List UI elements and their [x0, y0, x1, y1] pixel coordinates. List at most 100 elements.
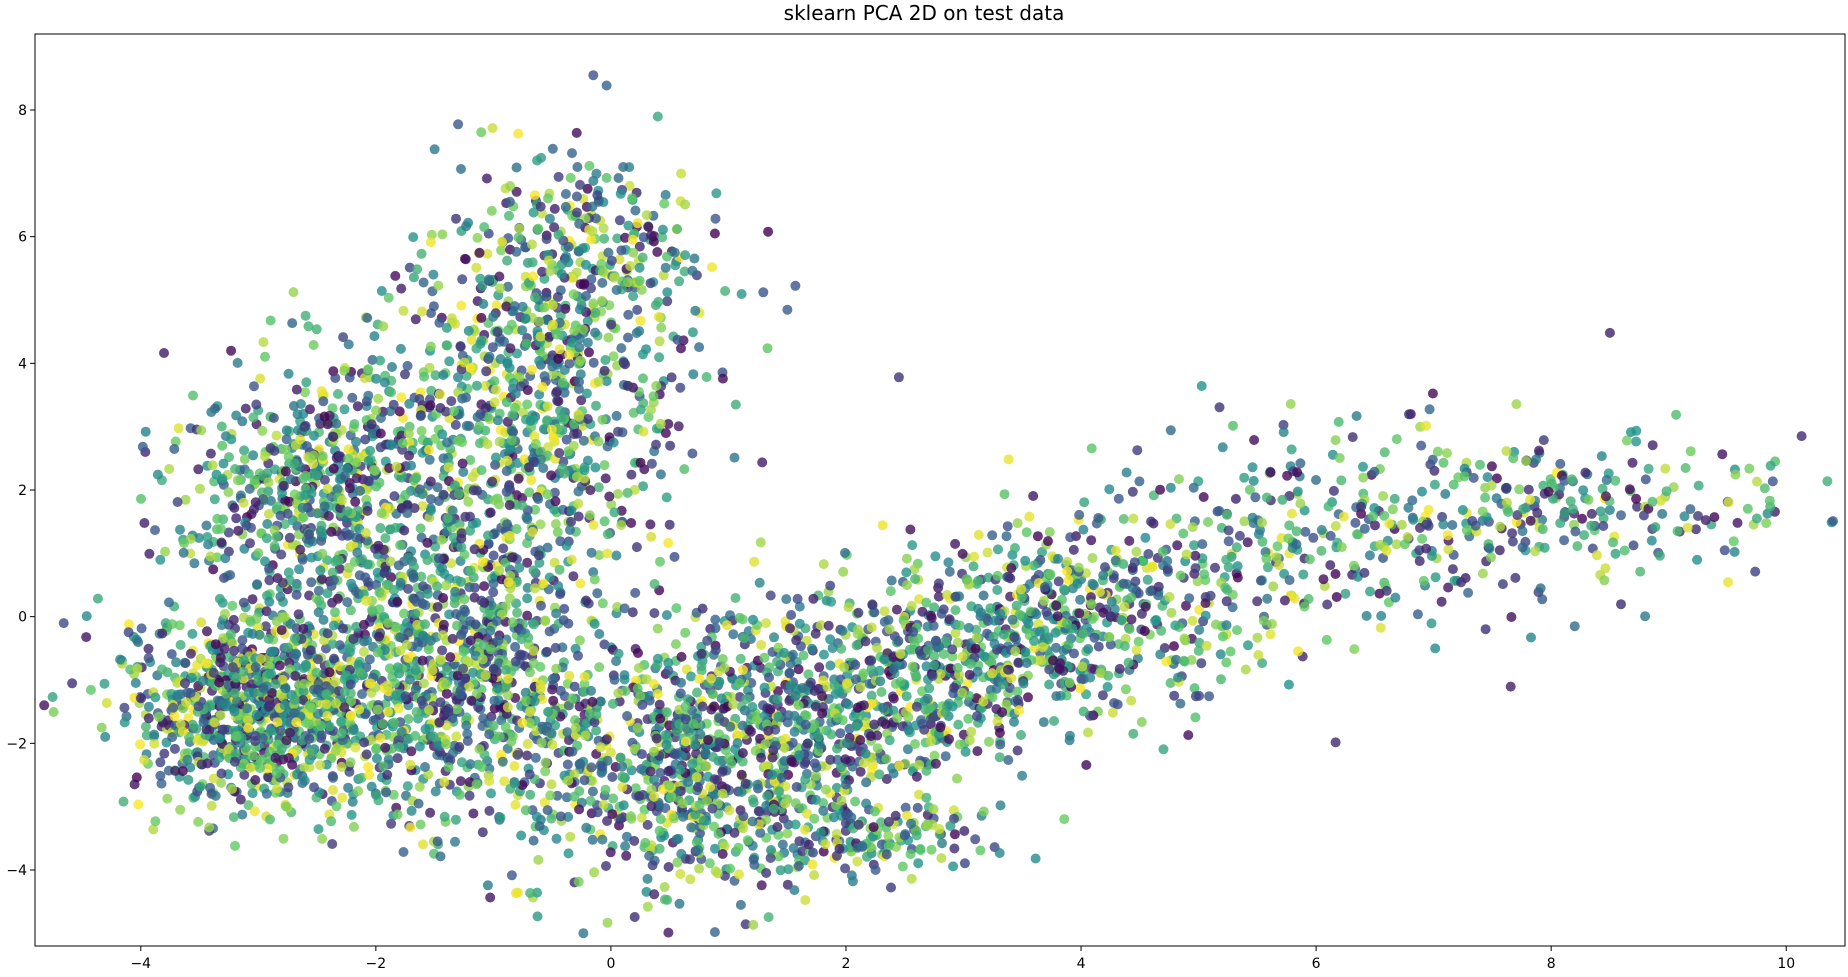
data-point [375, 523, 386, 533]
data-point [374, 631, 384, 642]
data-point [611, 285, 622, 295]
data-point [377, 719, 388, 729]
data-point [517, 717, 528, 728]
data-point [525, 888, 536, 898]
data-point [591, 725, 602, 736]
data-point [546, 779, 557, 790]
data-point [511, 888, 521, 899]
data-point [179, 538, 190, 549]
data-point [443, 462, 454, 473]
data-point [205, 782, 215, 793]
data-point [476, 595, 487, 606]
data-point [231, 672, 242, 683]
data-point [467, 472, 478, 482]
data-point [255, 763, 265, 773]
data-point [489, 397, 500, 408]
data-point [580, 730, 591, 741]
data-point [637, 252, 648, 263]
data-point [315, 760, 325, 771]
data-point [410, 665, 421, 676]
data-point [733, 842, 744, 853]
data-point [168, 702, 179, 713]
data-point [465, 363, 476, 373]
data-point [694, 800, 705, 810]
data-point [173, 423, 184, 434]
data-point [253, 622, 263, 633]
data-point [214, 733, 225, 744]
data-point [633, 648, 643, 658]
data-point [737, 720, 748, 731]
data-point [451, 620, 462, 631]
data-point [216, 537, 227, 548]
data-point [580, 259, 591, 270]
data-point [118, 796, 129, 807]
data-point [860, 636, 871, 647]
data-point [680, 627, 691, 638]
data-point [676, 168, 687, 179]
data-point [632, 304, 643, 315]
data-point [130, 678, 141, 688]
data-point [613, 648, 624, 659]
data-point [543, 193, 553, 204]
data-point [707, 689, 718, 700]
data-point [688, 719, 699, 729]
data-point [450, 586, 461, 597]
data-point [433, 280, 444, 291]
data-point [714, 713, 725, 724]
data-point [660, 730, 671, 741]
data-point [267, 646, 278, 657]
data-point [525, 415, 536, 426]
data-point [644, 850, 655, 861]
data-point [175, 639, 186, 650]
data-point [704, 858, 715, 869]
data-point [709, 228, 720, 239]
data-point [606, 319, 617, 330]
data-point [249, 806, 260, 817]
data-point [639, 464, 650, 475]
data-point [444, 356, 455, 367]
data-point [132, 663, 143, 674]
data-point [760, 618, 771, 629]
data-point [522, 739, 533, 749]
data-point [579, 775, 590, 786]
data-point [757, 457, 768, 468]
data-point [966, 726, 977, 737]
data-point [291, 717, 302, 728]
data-point [212, 513, 223, 524]
data-point [490, 452, 501, 463]
data-point [595, 742, 606, 753]
data-point [152, 469, 163, 480]
data-point [403, 552, 414, 563]
data-point [385, 439, 396, 450]
data-point [664, 519, 675, 530]
data-point [540, 766, 551, 777]
data-point [676, 651, 687, 662]
data-point [613, 688, 624, 699]
data-point [588, 520, 599, 530]
data-point [300, 661, 311, 672]
data-point [657, 224, 668, 235]
data-point [455, 576, 466, 587]
data-point [375, 355, 385, 366]
data-point [569, 681, 580, 692]
data-point [516, 830, 527, 841]
data-point [333, 389, 343, 399]
data-point [790, 819, 801, 830]
data-point [201, 658, 212, 669]
data-point [513, 473, 524, 484]
data-point [522, 399, 533, 410]
data-point [538, 463, 549, 474]
data-point [530, 292, 540, 303]
data-point [642, 901, 653, 912]
data-point [509, 778, 520, 789]
data-point [494, 271, 505, 282]
data-point [172, 689, 183, 700]
data-point [285, 727, 296, 738]
data-point [615, 752, 626, 763]
data-point [688, 369, 699, 380]
data-point [548, 695, 559, 706]
data-point [253, 675, 264, 686]
data-point [471, 779, 482, 790]
data-point [781, 594, 792, 605]
data-point [531, 811, 542, 822]
